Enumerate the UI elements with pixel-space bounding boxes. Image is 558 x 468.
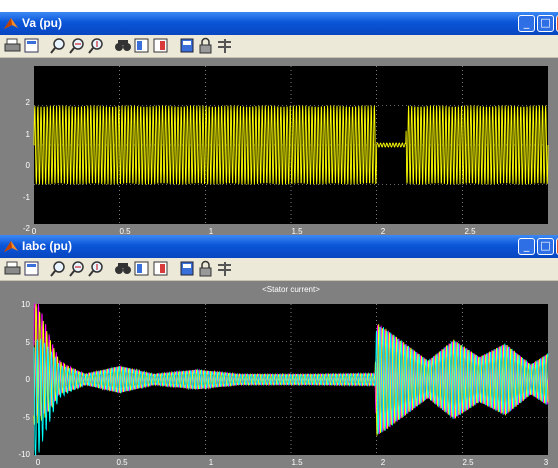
voltage-plot[interactable]: 2 1 0 -1 -2 0 0.5 1 1.5 2 2.5 — [0, 58, 558, 235]
save-axes-icon[interactable] — [133, 37, 151, 55]
va-trace — [33, 105, 549, 185]
minimize-button[interactable]: _ — [518, 238, 535, 255]
y-tick: 5 — [26, 338, 31, 347]
x-tick: 1.5 — [291, 227, 303, 235]
y-tick: 1 — [26, 130, 31, 139]
current-plot[interactable]: <Stator current> 10 5 0 -5 -10 0 0.5 1 1… — [0, 281, 558, 468]
parameters-icon[interactable] — [23, 260, 41, 278]
autoscale-icon[interactable] — [114, 260, 132, 278]
ib-trace — [33, 303, 549, 436]
zoom-x-icon[interactable] — [69, 37, 87, 55]
x-tick: 1 — [209, 458, 214, 467]
matlab-logo-icon — [4, 241, 18, 252]
x-tick: 1 — [209, 227, 214, 235]
print-icon[interactable] — [4, 37, 22, 55]
window-title: Iabc (pu) — [22, 239, 72, 253]
x-tick: 1.5 — [291, 458, 303, 467]
y-axis-ticks: 2 1 0 -1 -2 — [23, 98, 31, 233]
maximize-button[interactable]: □ — [537, 238, 554, 255]
title-bar[interactable]: Iabc (pu) _ □ × — [0, 235, 558, 258]
scope-window-va: Va (pu) _ □ × 2 1 0 -1 -2 — [0, 12, 558, 235]
lock-axes-icon[interactable] — [197, 37, 215, 55]
x-tick: 0 — [32, 227, 37, 235]
ia-trace — [33, 303, 549, 435]
x-tick: 2.5 — [464, 227, 476, 235]
signal-selector-icon[interactable] — [216, 37, 234, 55]
x-tick: 2 — [381, 227, 386, 235]
scope-window-iabc: Iabc (pu) _ □ × <Stator current> 10 5 0 — [0, 235, 558, 468]
restore-axes-icon[interactable] — [152, 37, 170, 55]
zoom-y-icon[interactable] — [88, 37, 106, 55]
close-button[interactable]: × — [556, 238, 558, 255]
signal-selector-icon[interactable] — [216, 260, 234, 278]
close-button[interactable]: × — [556, 15, 558, 32]
x-axis-ticks: 0 0.5 1 1.5 2 2.5 — [32, 227, 476, 235]
y-tick: -10 — [18, 450, 30, 459]
title-bar[interactable]: Va (pu) _ □ × — [0, 12, 558, 35]
zoom-x-icon[interactable] — [69, 260, 87, 278]
scope-toolbar — [0, 258, 558, 281]
x-tick: 3 — [544, 458, 549, 467]
floating-scope-icon[interactable] — [178, 260, 196, 278]
x-tick: 0 — [36, 458, 41, 467]
x-tick: 2.5 — [462, 458, 474, 467]
y-tick: 0 — [26, 161, 31, 170]
zoom-y-icon[interactable] — [88, 260, 106, 278]
x-tick: 0.5 — [119, 227, 131, 235]
plot-area: 2 1 0 -1 -2 0 0.5 1 1.5 2 2.5 — [0, 58, 558, 235]
zoom-icon[interactable] — [50, 260, 68, 278]
restore-axes-icon[interactable] — [152, 260, 170, 278]
y-tick: -2 — [23, 224, 31, 233]
minimize-button[interactable]: _ — [518, 15, 535, 32]
y-axis-ticks: 10 5 0 -5 -10 — [18, 300, 30, 459]
y-tick: 0 — [26, 375, 31, 384]
plot-title: <Stator current> — [262, 285, 320, 294]
y-tick: 2 — [26, 98, 31, 107]
zoom-icon[interactable] — [50, 37, 68, 55]
y-tick: -5 — [23, 413, 31, 422]
save-axes-icon[interactable] — [133, 260, 151, 278]
parameters-icon[interactable] — [23, 37, 41, 55]
plot-area: <Stator current> 10 5 0 -5 -10 0 0.5 1 1… — [0, 281, 558, 468]
floating-scope-icon[interactable] — [178, 37, 196, 55]
matlab-logo-icon — [4, 18, 18, 29]
x-axis-ticks: 0 0.5 1 1.5 2 2.5 3 — [36, 458, 549, 467]
maximize-button[interactable]: □ — [537, 15, 554, 32]
print-icon[interactable] — [4, 260, 22, 278]
y-tick: 10 — [21, 300, 30, 309]
autoscale-icon[interactable] — [114, 37, 132, 55]
y-tick: -1 — [23, 193, 31, 202]
x-tick: 2 — [381, 458, 386, 467]
ic-trace — [33, 326, 549, 456]
scope-toolbar — [0, 35, 558, 58]
lock-axes-icon[interactable] — [197, 260, 215, 278]
x-tick: 0.5 — [116, 458, 128, 467]
window-title: Va (pu) — [22, 16, 63, 30]
